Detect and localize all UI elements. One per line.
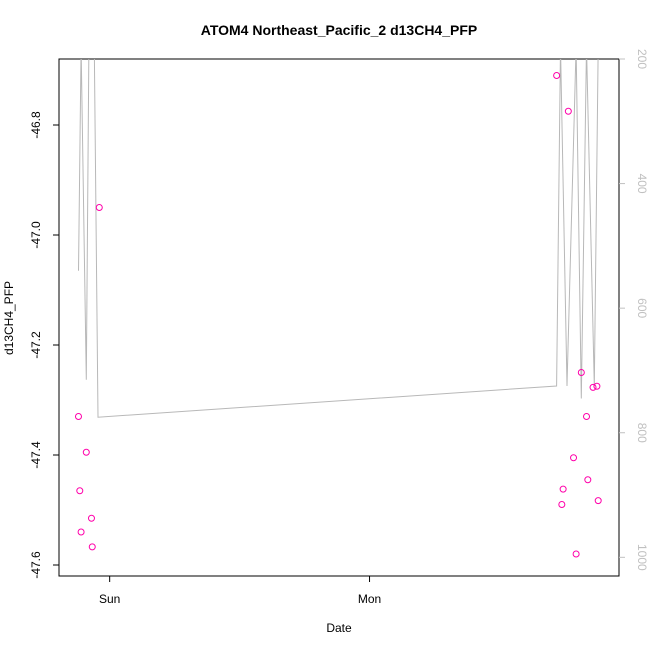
y-tick-label: -46.8 bbox=[29, 111, 43, 139]
data-point bbox=[558, 501, 566, 508]
y2-axis: 200 400 600 800 1000 bbox=[619, 49, 649, 571]
data-point bbox=[559, 485, 567, 493]
y-tick-label: -47.0 bbox=[29, 221, 43, 249]
plot-frame bbox=[58, 58, 620, 577]
x-axis: Sun Mon bbox=[99, 576, 381, 606]
data-point bbox=[570, 454, 578, 462]
right-axis-series bbox=[78, 59, 599, 418]
scatter-points bbox=[74, 72, 602, 558]
data-point bbox=[583, 413, 591, 420]
y-tick-label: -47.4 bbox=[29, 441, 43, 469]
data-point bbox=[88, 543, 96, 551]
data-point bbox=[82, 448, 90, 456]
data-point bbox=[87, 514, 95, 522]
data-point bbox=[564, 107, 572, 115]
data-point bbox=[553, 72, 561, 79]
data-point bbox=[593, 382, 601, 390]
y2-tick-label: 1000 bbox=[635, 544, 649, 571]
x-tick-label: Sun bbox=[99, 592, 120, 606]
data-point bbox=[74, 413, 82, 420]
x-tick-label: Mon bbox=[358, 592, 381, 606]
y-axis: -46.8 -47.0 -47.2 -47.4 -47.6 bbox=[29, 111, 59, 579]
data-point bbox=[584, 476, 592, 484]
x-axis-label: Date bbox=[326, 621, 352, 635]
series-line bbox=[78, 59, 599, 418]
y2-tick-label: 600 bbox=[635, 298, 649, 318]
data-point bbox=[77, 528, 85, 536]
data-point bbox=[572, 550, 580, 558]
y-tick-label: -47.6 bbox=[29, 551, 43, 579]
y-tick-label: -47.2 bbox=[29, 331, 43, 359]
data-point bbox=[76, 487, 84, 495]
data-point bbox=[577, 369, 585, 376]
y2-tick-label: 800 bbox=[635, 423, 649, 443]
data-point bbox=[594, 497, 602, 505]
data-point bbox=[95, 204, 103, 211]
data-point bbox=[589, 383, 597, 391]
y2-tick-label: 200 bbox=[635, 49, 649, 69]
chart-title: ATOM4 Northeast_Pacific_2 d13CH4_PFP bbox=[201, 22, 477, 38]
y2-tick-label: 400 bbox=[635, 174, 649, 194]
y-axis-label: d13CH4_PFP bbox=[2, 281, 16, 355]
